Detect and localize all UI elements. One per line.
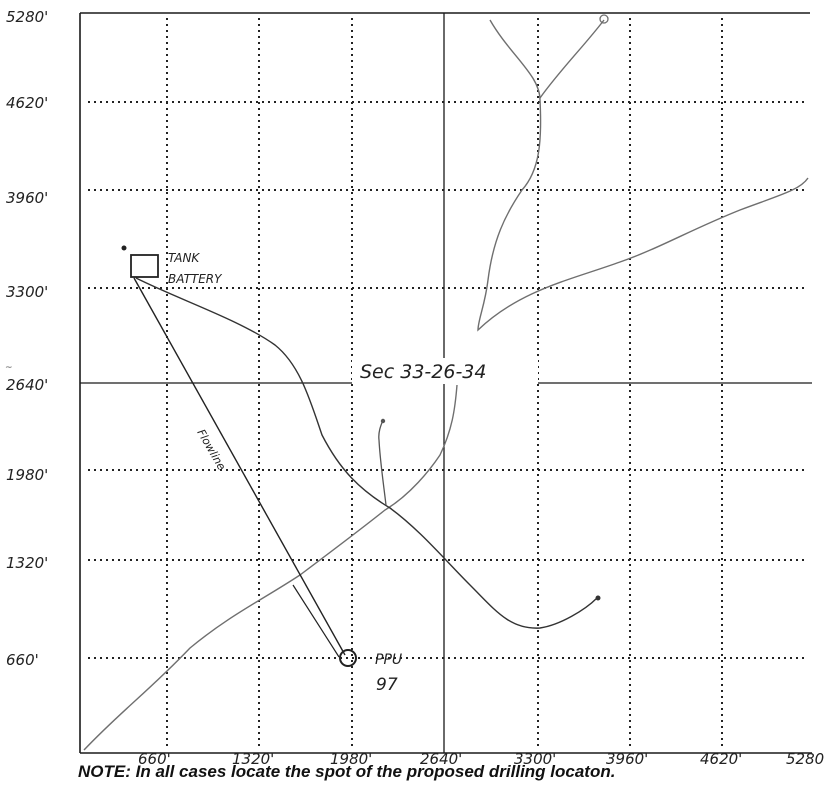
y-axis-label: 4620' — [6, 94, 48, 112]
well-symbol — [339, 649, 357, 667]
stray-mark: ~ — [5, 363, 13, 373]
x-axis-label: 2640' — [420, 750, 462, 768]
y-axis-label: 5280' — [6, 8, 48, 26]
y-axis-label: 3300' — [6, 283, 48, 301]
road-branch-north — [539, 19, 605, 99]
y-axis-label: 3960' — [6, 189, 48, 207]
road-diagonal — [83, 384, 458, 751]
y-axis-label: 2640' — [6, 376, 48, 394]
flowline-label: Flowline — [194, 427, 228, 473]
tank-battery-label-line2: BATTERY — [168, 272, 223, 286]
x-axis-label: 3300' — [514, 750, 556, 768]
road-end-marker — [599, 14, 609, 24]
well-label-line2: 97 — [376, 675, 398, 695]
road-upper — [477, 19, 809, 332]
drilling-location-note: NOTE: In all cases locate the spot of th… — [78, 762, 616, 781]
x-axis-label: 3960' — [606, 750, 648, 768]
x-axis-labels: 660' 1320' 1980' 2640' 3300' 3960' 4620' 5280 — [138, 750, 824, 768]
x-axis-label: 1980' — [330, 750, 372, 768]
access-road — [135, 277, 598, 629]
tank-battery-symbol — [130, 254, 159, 278]
y-axis-label: 1980' — [6, 466, 48, 484]
x-axis-label: 5280 — [786, 750, 824, 768]
tank-battery-dot — [121, 245, 127, 251]
flowline-path — [133, 277, 346, 656]
well-label-line1: PPU — [375, 652, 402, 668]
x-axis-label: 1320' — [232, 750, 274, 768]
y-axis-label: 1320' — [6, 554, 48, 572]
y-axis-label: 660' — [6, 651, 39, 669]
dotted-grid — [88, 18, 808, 748]
flowline-path-parallel — [292, 584, 340, 658]
x-axis-label: 660' — [138, 750, 171, 768]
road-spur — [378, 419, 387, 506]
section-label-bg — [352, 358, 538, 384]
x-axis-label: 4620' — [700, 750, 742, 768]
access-road-end-marker — [595, 595, 601, 601]
road-spur-end — [380, 418, 386, 424]
section-label: Sec 33-26-34 — [360, 361, 486, 383]
y-axis-labels: 5280' 4620' 3960' 3300' 2640' 1980' 1320' 660' — [6, 8, 48, 669]
tank-battery-label-line1: TANK — [168, 251, 200, 265]
